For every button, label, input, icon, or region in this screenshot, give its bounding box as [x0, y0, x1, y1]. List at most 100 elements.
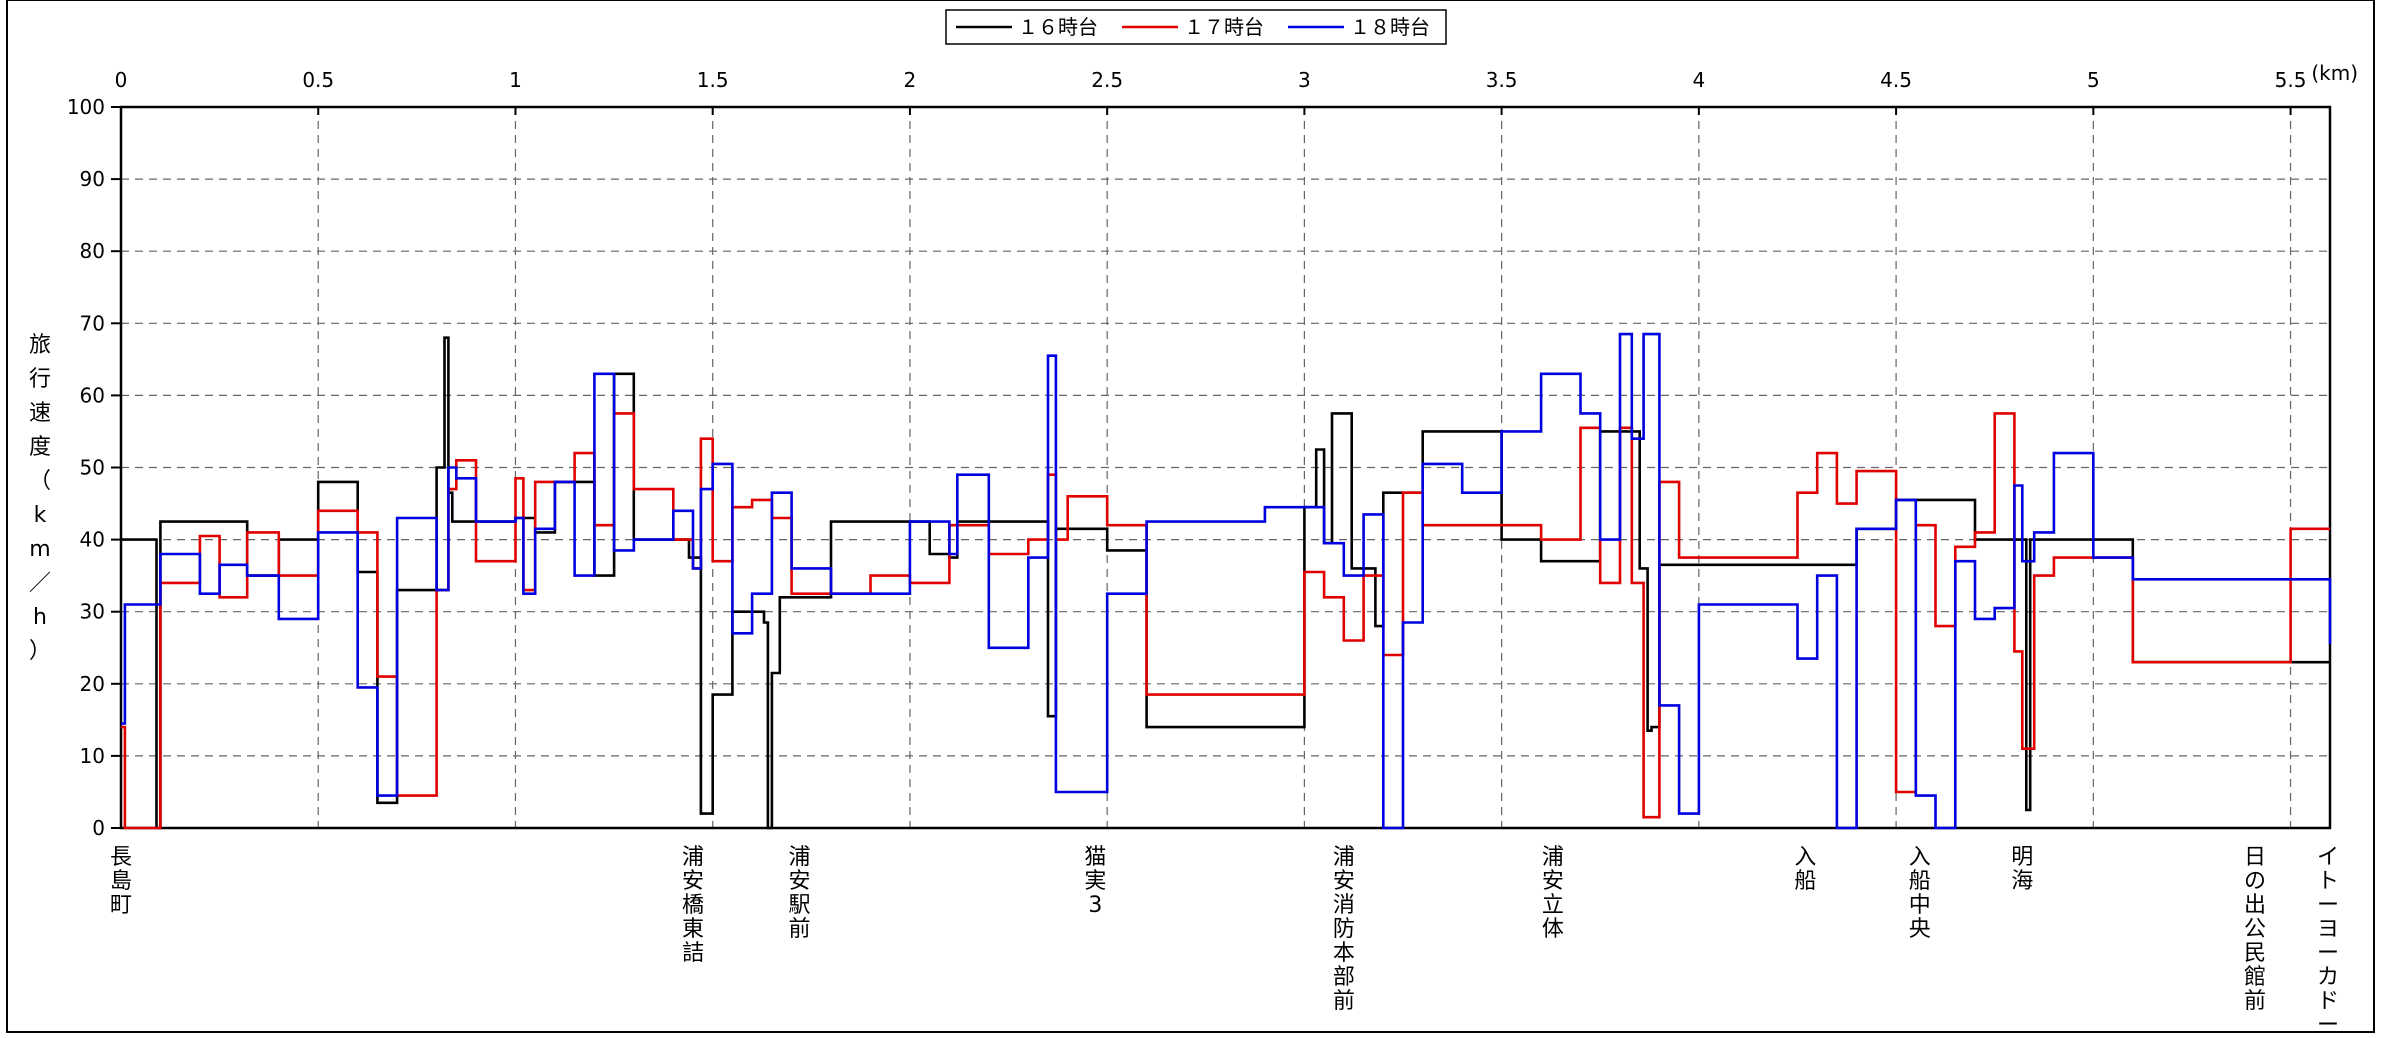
station-label: 猫実3 — [1084, 845, 1106, 918]
y-axis-label-char: 速 — [29, 401, 51, 426]
station-label-char: 船 — [1909, 869, 1931, 894]
station-label-char: 部 — [1333, 965, 1355, 990]
x-tick-label: 3 — [1298, 68, 1311, 92]
station-labels: 長島町浦安橋東詰浦安駅前猫実3浦安消防本部前浦安立体入船入船中央明海日の出公民館… — [110, 845, 2339, 1038]
x-tick-label: 5 — [2087, 68, 2100, 92]
station-label-char: 町 — [110, 893, 132, 918]
y-tick-label: 40 — [80, 528, 105, 552]
station-label-char: ー — [2317, 941, 2339, 966]
y-axis-label-char: k — [34, 503, 47, 528]
station-label-char: 安 — [1542, 869, 1564, 894]
legend: １６時台 １７時台 １８時台 — [945, 9, 1447, 45]
page-frame — [6, 0, 2375, 1033]
station-label-char: 3 — [1088, 893, 1102, 918]
x-tick-label: 3.5 — [1486, 68, 1518, 92]
x-tick-labels: 0 0.5 1 1.5 2 2.5 3 3.5 4 4.5 5 5.5 — [115, 68, 2307, 115]
station-label-char: 船 — [1794, 869, 1816, 894]
station-label-char: 実 — [1084, 869, 1106, 894]
station-label-char: 防 — [1333, 917, 1355, 942]
y-tick-label: 0 — [92, 816, 105, 840]
station-label-char: 館 — [2244, 965, 2266, 990]
station-label-char: 駅 — [788, 893, 810, 918]
series-layer — [121, 332, 2332, 830]
station-label-char: 立 — [1542, 893, 1564, 918]
y-tick-label: 10 — [80, 744, 105, 768]
station-label-char: ー — [2317, 1013, 2339, 1033]
x-tick-label: 1 — [509, 68, 522, 92]
x-tick-label: 0.5 — [302, 68, 334, 92]
legend-item: １７時台 — [1122, 15, 1264, 39]
station-label-char: 本 — [1333, 941, 1355, 966]
station-label-char: 東 — [682, 917, 704, 942]
station-label-char: 民 — [2244, 941, 2266, 966]
series-line-3 — [121, 332, 2332, 830]
legend-label: １８時台 — [1350, 15, 1430, 39]
x-tick-label: 5.5 — [2275, 68, 2307, 92]
station-label-char: 出 — [2244, 893, 2266, 918]
station-label-char: 浦 — [1542, 845, 1564, 870]
station-label-char: 公 — [2244, 917, 2266, 942]
legend-item: １６時台 — [956, 15, 1098, 39]
station-label: 長島町 — [110, 845, 132, 918]
y-axis-label-char: 行 — [29, 367, 51, 392]
y-axis-label-char: 度 — [29, 435, 51, 460]
y-tick-label: 50 — [80, 456, 105, 480]
y-axis-label-char: ／ — [29, 571, 51, 596]
station-label-char: 体 — [1542, 917, 1564, 942]
y-tick-label: 30 — [80, 600, 105, 624]
station-label-char: 浦 — [788, 845, 810, 870]
station-label-char: 入 — [1909, 845, 1931, 870]
station-label-char: ド — [2317, 989, 2339, 1014]
y-tick-label: 90 — [80, 167, 105, 191]
x-tick-label: 1.5 — [697, 68, 729, 92]
y-axis-label-char: h — [33, 605, 47, 630]
station-label-char: 長 — [110, 845, 132, 870]
x-tick-label: 4 — [1692, 68, 1705, 92]
station-label-char: 浦 — [1333, 845, 1355, 870]
y-tick-labels: 0 10 20 30 40 50 60 70 80 90 100 — [67, 95, 121, 840]
station-label-char: 入 — [1794, 845, 1816, 870]
legend-item: １８時台 — [1288, 15, 1430, 39]
legend-label: １７時台 — [1184, 15, 1264, 39]
station-label-char: ー — [2317, 893, 2339, 918]
y-axis-label-char: 旅 — [29, 333, 51, 358]
y-tick-label: 100 — [67, 95, 105, 119]
station-label-char: 詰 — [682, 941, 704, 966]
station-label-char: 央 — [1909, 917, 1931, 942]
x-tick-label: 2.5 — [1091, 68, 1123, 92]
station-label-char: カ — [2317, 965, 2339, 990]
station-label-char: 浦 — [682, 845, 704, 870]
y-tick-label: 80 — [80, 239, 105, 263]
station-label-char: ヨ — [2317, 917, 2339, 942]
y-axis-label-char: （ — [29, 469, 51, 494]
station-label-char: 安 — [1333, 869, 1355, 894]
grid-layer — [121, 107, 2330, 828]
legend-box — [945, 9, 1447, 45]
station-label-char: 島 — [110, 869, 132, 894]
station-label-char: の — [2244, 869, 2266, 894]
legend-label: １６時台 — [1018, 15, 1098, 39]
station-label-char: ト — [2317, 869, 2339, 894]
station-label-char: 中 — [1909, 893, 1931, 918]
station-label: 明海 — [2011, 845, 2033, 894]
station-label-char: 安 — [788, 869, 810, 894]
y-tick-label: 60 — [80, 383, 105, 407]
x-axis-unit-label: (km) — [2311, 61, 2358, 85]
station-label-char: 猫 — [1084, 845, 1106, 870]
y-axis-label-char: m — [29, 537, 50, 562]
station-label-char: イ — [2317, 845, 2339, 870]
station-label-char: 前 — [2244, 989, 2266, 1014]
station-label-char: 日 — [2244, 845, 2266, 870]
y-tick-label: 20 — [80, 672, 105, 696]
x-tick-label: 4.5 — [1880, 68, 1912, 92]
station-label-char: 消 — [1333, 893, 1355, 918]
